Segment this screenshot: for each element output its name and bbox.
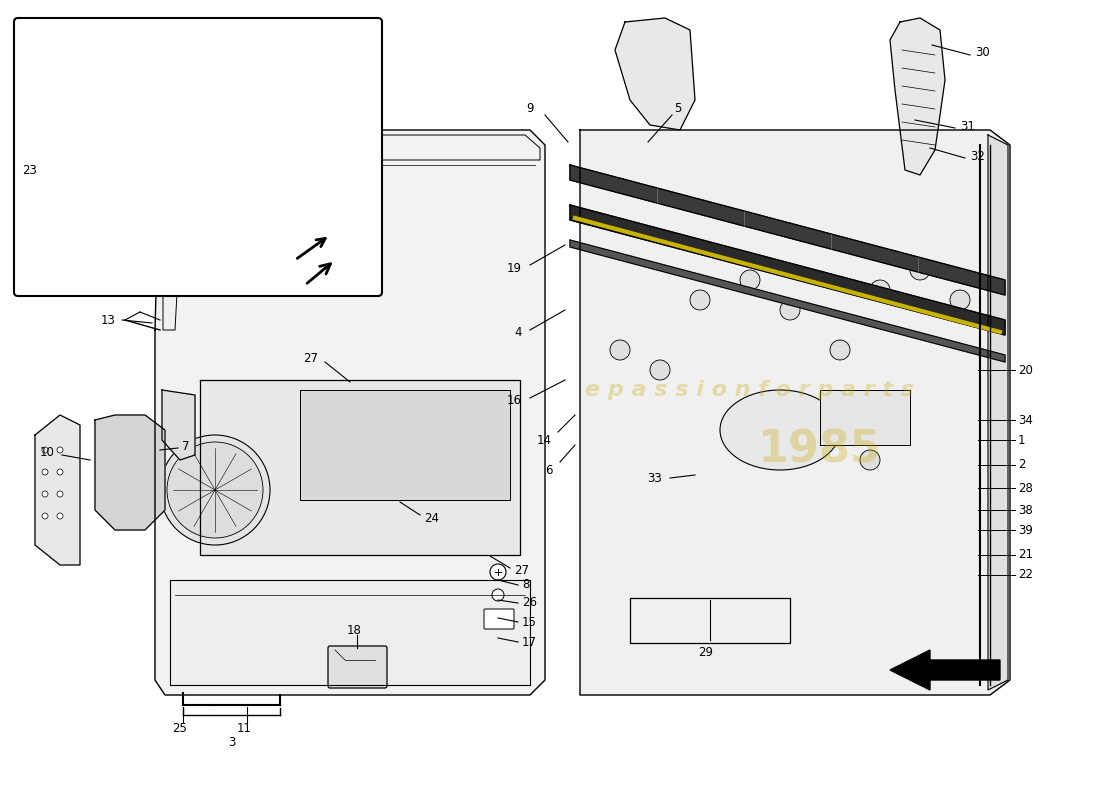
Text: 15: 15 — [522, 615, 537, 629]
Text: 13: 13 — [101, 314, 116, 326]
Text: 1: 1 — [1018, 434, 1025, 446]
Polygon shape — [35, 50, 369, 280]
Text: 19: 19 — [507, 262, 522, 274]
FancyBboxPatch shape — [128, 128, 172, 162]
Text: 10: 10 — [40, 446, 55, 459]
Text: 34: 34 — [1018, 414, 1033, 426]
Text: 31: 31 — [960, 119, 975, 133]
Polygon shape — [890, 18, 945, 175]
Text: 24: 24 — [424, 511, 439, 525]
Circle shape — [610, 340, 630, 360]
Circle shape — [860, 450, 880, 470]
Circle shape — [650, 360, 670, 380]
Text: 29: 29 — [698, 646, 714, 659]
Polygon shape — [162, 390, 195, 460]
Polygon shape — [988, 135, 1008, 690]
Text: 18: 18 — [346, 623, 362, 637]
Text: 7: 7 — [182, 439, 189, 453]
Circle shape — [167, 442, 263, 538]
Text: 30: 30 — [975, 46, 990, 58]
Text: 26: 26 — [522, 597, 537, 610]
Text: 32: 32 — [970, 150, 985, 162]
Circle shape — [830, 340, 850, 360]
Text: 5: 5 — [674, 102, 682, 114]
FancyBboxPatch shape — [484, 609, 514, 629]
Circle shape — [57, 447, 63, 453]
Circle shape — [160, 435, 270, 545]
Text: 6: 6 — [546, 463, 553, 477]
Text: 25: 25 — [173, 722, 187, 734]
Circle shape — [57, 469, 63, 475]
Polygon shape — [155, 130, 544, 695]
Text: 2: 2 — [1018, 458, 1025, 471]
Text: 23: 23 — [22, 163, 37, 177]
Ellipse shape — [210, 130, 310, 170]
Text: 1985: 1985 — [758, 429, 882, 471]
Circle shape — [57, 491, 63, 497]
Text: 21: 21 — [1018, 549, 1033, 562]
Circle shape — [490, 564, 506, 580]
Polygon shape — [580, 130, 1010, 695]
Polygon shape — [163, 140, 185, 330]
Polygon shape — [200, 380, 520, 555]
Text: 33: 33 — [647, 471, 662, 485]
Text: 38: 38 — [1018, 503, 1033, 517]
Text: 17: 17 — [522, 635, 537, 649]
Text: 8: 8 — [522, 578, 529, 591]
Bar — [630, 598, 790, 643]
Text: 39: 39 — [1018, 523, 1033, 537]
Circle shape — [780, 300, 800, 320]
Text: 14: 14 — [537, 434, 552, 446]
Polygon shape — [35, 415, 80, 565]
Polygon shape — [95, 415, 165, 530]
Text: 27: 27 — [302, 351, 318, 365]
Polygon shape — [570, 165, 1005, 295]
Circle shape — [910, 260, 930, 280]
Text: 9: 9 — [526, 102, 534, 114]
Circle shape — [42, 491, 48, 497]
Text: 20: 20 — [1018, 363, 1033, 377]
Circle shape — [42, 447, 48, 453]
Text: 11: 11 — [236, 722, 252, 734]
Polygon shape — [570, 240, 1005, 362]
Circle shape — [492, 589, 504, 601]
Text: e p a s s i o n f o r p a r t s: e p a s s i o n f o r p a r t s — [585, 380, 914, 400]
Polygon shape — [570, 205, 1005, 335]
Text: 16: 16 — [507, 394, 522, 407]
Text: 22: 22 — [1018, 569, 1033, 582]
Polygon shape — [615, 18, 695, 130]
Circle shape — [950, 290, 970, 310]
Ellipse shape — [720, 390, 840, 470]
Text: 27: 27 — [514, 563, 529, 577]
Circle shape — [690, 290, 710, 310]
Polygon shape — [300, 390, 510, 500]
Circle shape — [57, 513, 63, 519]
Circle shape — [740, 270, 760, 290]
Bar — [820, 390, 910, 445]
Polygon shape — [170, 580, 530, 685]
Circle shape — [870, 280, 890, 300]
Text: 28: 28 — [1018, 482, 1033, 494]
Text: 4: 4 — [515, 326, 522, 339]
Circle shape — [42, 513, 48, 519]
FancyBboxPatch shape — [328, 646, 387, 688]
Polygon shape — [890, 650, 1000, 690]
FancyBboxPatch shape — [14, 18, 382, 296]
Text: 3: 3 — [229, 735, 235, 749]
Circle shape — [42, 469, 48, 475]
Circle shape — [810, 420, 830, 440]
